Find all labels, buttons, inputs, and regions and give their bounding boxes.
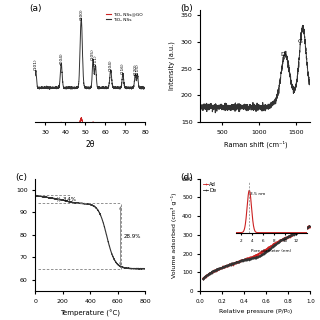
Line: Ad: Ad — [202, 225, 311, 280]
Ad — [266, 245, 270, 249]
De — [201, 277, 205, 281]
Text: (a): (a) — [30, 4, 42, 13]
De — [265, 249, 268, 253]
De — [292, 232, 295, 236]
Text: (220): (220) — [133, 63, 137, 75]
Text: (211): (211) — [93, 54, 98, 66]
De — [307, 224, 311, 228]
Text: G: G — [298, 39, 303, 44]
X-axis label: Relative pressure (P/P₀): Relative pressure (P/P₀) — [219, 309, 292, 314]
Ad — [201, 277, 204, 281]
De — [267, 249, 270, 252]
Ad — [265, 248, 268, 252]
Text: 3.4%: 3.4% — [63, 197, 76, 202]
X-axis label: Raman shift (cm⁻¹): Raman shift (cm⁻¹) — [224, 140, 287, 148]
X-axis label: 2θ: 2θ — [85, 140, 95, 149]
Line: De: De — [202, 225, 311, 280]
Y-axis label: Volume adsorbed (cm³ g⁻¹): Volume adsorbed (cm³ g⁻¹) — [171, 192, 177, 278]
De — [298, 229, 302, 233]
Text: D: D — [280, 52, 285, 57]
Text: (215): (215) — [135, 63, 140, 75]
Text: (004): (004) — [59, 53, 63, 64]
Text: (d): (d) — [180, 173, 193, 182]
Ad — [308, 224, 311, 228]
Legend: TiO₂ NSs@GO, TiO₂ NSs: TiO₂ NSs@GO, TiO₂ NSs — [105, 12, 143, 23]
Legend: Ad, De: Ad, De — [203, 181, 217, 193]
Text: (200): (200) — [79, 8, 83, 20]
De — [201, 277, 205, 281]
De — [308, 224, 312, 228]
Text: (105): (105) — [91, 48, 95, 60]
X-axis label: Temperature (°C): Temperature (°C) — [60, 309, 120, 316]
Y-axis label: Intensity (a.u.): Intensity (a.u.) — [169, 42, 175, 90]
Ad — [298, 229, 302, 233]
Ad — [201, 276, 205, 280]
Ad — [264, 247, 268, 251]
Text: (c): (c) — [15, 173, 28, 182]
Text: 28.9%: 28.9% — [123, 234, 140, 238]
Text: (204): (204) — [109, 59, 113, 71]
Ad — [308, 225, 312, 228]
Text: (101): (101) — [34, 58, 38, 70]
Ad — [291, 233, 295, 236]
De — [201, 277, 204, 281]
Text: (116): (116) — [121, 62, 125, 74]
Text: (b): (b) — [180, 4, 193, 13]
De — [265, 249, 269, 252]
